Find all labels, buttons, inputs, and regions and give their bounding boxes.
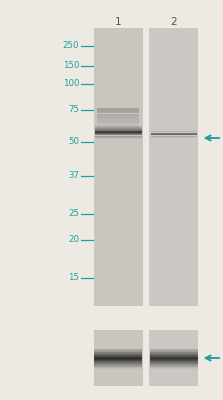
Text: 15: 15 [68,274,79,282]
Text: 37: 37 [68,172,79,180]
Bar [94,354,142,355]
Bar [94,356,142,357]
Bar [97,115,139,116]
Bar [94,355,142,356]
Bar [97,122,139,123]
Bar [150,350,198,351]
Bar [97,124,139,125]
Bar [94,350,142,351]
Text: 1: 1 [115,17,122,27]
Bar [94,365,142,366]
Bar [94,353,142,354]
Text: 50: 50 [68,138,79,146]
Bar [150,362,198,363]
Bar [97,108,139,109]
Bar [97,117,139,118]
Bar [150,355,198,356]
Bar [97,119,139,120]
Text: 2: 2 [171,17,177,27]
Bar [94,349,142,350]
Bar [150,356,198,357]
Bar [150,360,198,361]
Bar [94,359,142,360]
Bar [97,118,139,119]
Bar [150,358,198,359]
Bar [97,116,139,117]
Bar [94,330,143,386]
Bar [97,109,139,110]
Bar [94,367,142,368]
Bar [150,351,198,352]
Bar [150,354,198,355]
Text: 20: 20 [68,236,79,244]
Bar [97,112,139,114]
Bar [150,365,198,366]
Bar [97,110,139,111]
Bar [94,366,142,367]
Bar [150,369,198,370]
Bar [150,366,198,367]
Bar [94,360,142,361]
Bar [150,357,198,358]
Bar [94,347,142,348]
Bar [149,330,198,386]
Bar [97,121,139,122]
Bar [94,368,142,369]
Bar [97,128,139,129]
Bar [94,362,142,363]
Bar [150,364,198,365]
Bar [94,351,142,352]
Bar [150,368,198,369]
Bar [150,348,198,349]
Bar [149,28,198,306]
Bar [97,123,139,124]
Bar [94,364,142,365]
Bar [94,28,143,306]
Bar [94,363,142,364]
Bar [97,120,139,121]
Bar [94,369,142,370]
Bar [97,130,139,131]
Bar [150,367,198,368]
Bar [94,352,142,353]
Text: 25: 25 [68,210,79,218]
Text: 250: 250 [63,42,79,50]
Text: 100: 100 [63,80,79,88]
Bar [94,358,142,359]
Bar [150,359,198,360]
Bar [150,349,198,350]
Bar [97,111,139,112]
Text: 75: 75 [68,106,79,114]
Bar [150,347,198,348]
Bar [97,127,139,128]
Bar [97,129,139,130]
Bar [94,348,142,349]
Bar [97,114,139,115]
Bar [94,357,142,358]
Bar [97,126,139,127]
Bar [150,352,198,353]
Bar [150,353,198,354]
Bar [150,363,198,364]
Text: 150: 150 [63,62,79,70]
